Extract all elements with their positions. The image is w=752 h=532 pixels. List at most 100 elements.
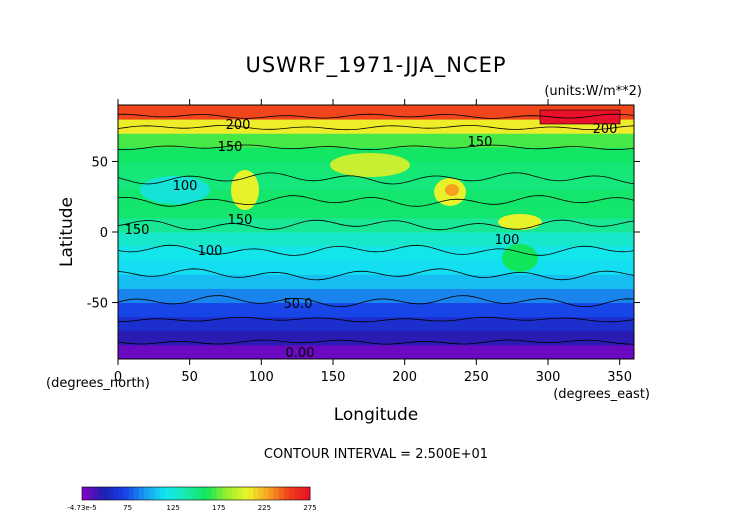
y-unit-label: (degrees_north): [46, 376, 150, 391]
contour-label: 50.0: [284, 297, 313, 312]
zonal-band: [118, 105, 634, 120]
zonal-band: [118, 274, 634, 289]
colorbar-cell: [185, 487, 192, 500]
colorbar-frame: [81, 486, 311, 501]
contour-line: [118, 244, 634, 256]
zonal-band: [118, 133, 634, 148]
colorbar-cell: [118, 487, 124, 500]
colorbar-cell: [206, 487, 212, 500]
zonal-band: [118, 203, 634, 219]
contour-label: 200: [226, 118, 251, 133]
colorbar-cell: [247, 487, 254, 500]
colorbar-tick-label: 75: [123, 504, 132, 512]
contour-line: [118, 339, 634, 345]
y-axis-title: Latitude: [57, 197, 77, 267]
contour-line: [118, 316, 634, 323]
contour-line: [118, 195, 634, 207]
colorbar-cell: [107, 487, 114, 500]
contour-label: 150: [125, 223, 150, 238]
colorbar-cell: [139, 487, 145, 500]
orange-patch-asia: [445, 184, 459, 196]
contour-label: 150: [218, 140, 243, 155]
colorbar-cell: [278, 487, 285, 500]
contour-line: [118, 295, 634, 308]
colorbar-cell: [294, 487, 301, 500]
contour-line: [118, 113, 634, 119]
x-tick-label: 100: [249, 370, 274, 385]
colorbar-cell: [268, 487, 275, 500]
colorbar-cell: [92, 487, 98, 500]
contour-line: [118, 144, 634, 151]
colorbar-cell: [159, 487, 166, 500]
colorbar-cell: [221, 487, 228, 500]
contour-labels: 200 200 150 150 150 150 100 100 100 50.0…: [125, 118, 618, 361]
colorbar-cell: [273, 487, 280, 500]
colorbar-cell: [284, 487, 290, 500]
colorbar-cell: [97, 487, 104, 500]
chart-title: USWRF_1971-JJA_NCEP: [245, 53, 506, 78]
colorbar-cell: [201, 487, 207, 500]
colorbar-tick-label: 125: [167, 504, 180, 512]
colorbar-cell: [170, 487, 176, 500]
colorbar-cell: [144, 487, 150, 500]
colorbar-cell: [237, 487, 244, 500]
x-tick-label: 0: [114, 370, 122, 385]
y-tick-label: 50: [91, 155, 108, 170]
colorbar-cell: [133, 487, 140, 500]
x-tick-label: 200: [392, 370, 417, 385]
contour-label: 100: [173, 179, 198, 194]
x-unit-label: (degrees_east): [553, 387, 650, 402]
x-axis-title: Longitude: [334, 405, 419, 425]
colorbar-cell: [123, 487, 130, 500]
contour-line: [118, 172, 634, 185]
colorbar-cell: [304, 487, 311, 500]
units-label: (units:W/m**2): [544, 84, 642, 99]
red-patch-arctic: [539, 109, 621, 125]
colorbar-cell: [216, 487, 223, 500]
colorbar-cell: [253, 487, 259, 500]
x-tick-label: 350: [607, 370, 632, 385]
colorbar-cell: [263, 487, 269, 500]
zonal-band: [118, 302, 634, 318]
colorbar-cell: [242, 487, 249, 500]
contour-label: 150: [228, 213, 253, 228]
contour-label: 200: [593, 122, 618, 137]
x-tick-label: 250: [464, 370, 489, 385]
x-tick-label: 150: [321, 370, 346, 385]
zonal-band: [118, 232, 634, 247]
colorbar-cell: [289, 487, 295, 500]
x-tick-label: 300: [536, 370, 561, 385]
colorbar-tick-label: 175: [212, 504, 225, 512]
plot-area: [118, 105, 634, 359]
colorbar-cell: [87, 487, 93, 500]
colorbar-cell: [232, 487, 238, 500]
contour-line: [118, 125, 634, 131]
colorbar-cell: [175, 487, 181, 500]
zonal-band: [118, 330, 634, 346]
colorbar-cell: [190, 487, 197, 500]
contour-label: 0.00: [286, 346, 315, 361]
colorbar-cell: [113, 487, 119, 500]
green-patch-sa: [502, 244, 538, 272]
zonal-band: [118, 288, 634, 304]
contour-label: 100: [198, 244, 223, 259]
colorbar-cell: [82, 487, 88, 500]
colorbar-cell: [227, 487, 233, 500]
colorbar-tick-label: 225: [258, 504, 271, 512]
zonal-band: [118, 344, 634, 359]
zonal-band: [118, 246, 634, 261]
contour-label: 100: [495, 233, 520, 248]
contour-label: 150: [468, 135, 493, 150]
zonal-band: [118, 316, 634, 332]
colorbar-cell: [299, 487, 306, 500]
yellow-patch-pacific: [498, 214, 542, 230]
colorbar-cell: [196, 487, 202, 500]
colorbar-tick-label: 275: [303, 504, 316, 512]
colorbar-cell: [180, 487, 187, 500]
colorbar-cell: [102, 487, 109, 500]
colorbar-cell: [164, 487, 171, 500]
y-tick-label: 0: [100, 226, 108, 241]
y-tick-label: -50: [87, 297, 108, 312]
colorbar-cell: [149, 487, 155, 500]
